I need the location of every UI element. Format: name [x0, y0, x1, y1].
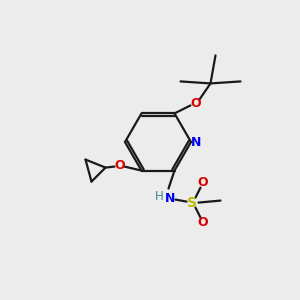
Text: O: O	[190, 97, 201, 110]
Text: O: O	[114, 159, 125, 172]
Text: H: H	[155, 190, 164, 203]
Text: N: N	[165, 192, 176, 205]
Text: N: N	[191, 136, 201, 148]
Text: O: O	[197, 216, 208, 229]
Text: O: O	[197, 176, 208, 189]
Text: S: S	[188, 196, 197, 210]
